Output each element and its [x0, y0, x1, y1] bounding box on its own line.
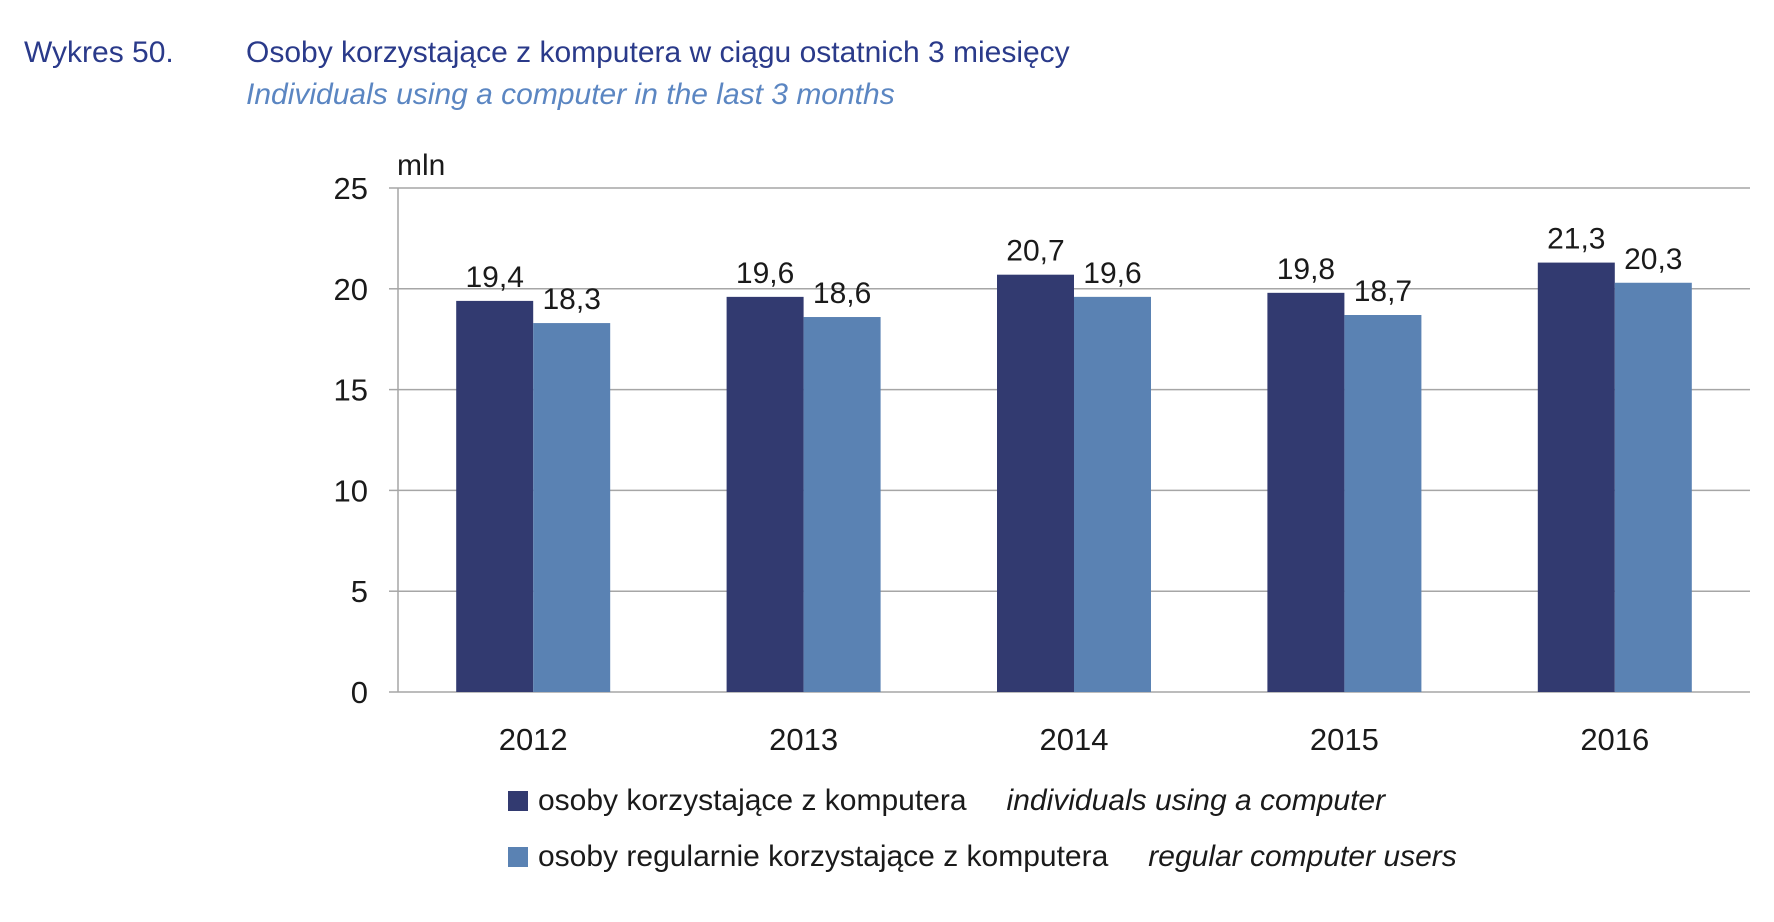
bar [456, 300, 534, 692]
y-unit-label: mln [397, 149, 445, 182]
bar [1074, 296, 1151, 692]
bar [1614, 282, 1692, 692]
legend-label-en: regular computer users [1148, 840, 1457, 873]
data-label: 18,3 [543, 283, 601, 316]
bar [997, 274, 1074, 692]
bar [1344, 315, 1422, 692]
x-tick-label: 2015 [1310, 722, 1379, 757]
y-tick-label: 10 [334, 473, 368, 508]
legend-item-computer-users: osoby korzystające z komputera individual… [508, 784, 1385, 818]
x-tick-label: 2012 [499, 722, 568, 757]
bar [1537, 262, 1615, 692]
data-label: 18,6 [813, 277, 871, 310]
figure-label: Wykres 50. [24, 36, 174, 69]
bar [803, 317, 881, 692]
legend-item-regular-users: osoby regularnie korzystające z komputer… [508, 840, 1457, 874]
bar [533, 323, 611, 692]
data-label: 18,7 [1354, 275, 1412, 308]
data-label: 20,7 [1006, 235, 1064, 268]
legend-label-en: individuals using a computer [1006, 784, 1386, 817]
y-tick-label: 5 [351, 574, 368, 609]
data-label: 20,3 [1624, 243, 1682, 276]
legend-swatch-light [508, 847, 528, 867]
y-tick-label: 20 [334, 272, 368, 307]
legend-swatch-dark [508, 791, 528, 811]
x-tick-label: 2016 [1580, 722, 1649, 757]
data-label: 19,6 [736, 257, 794, 290]
chart-subtitle: Individuals using a computer in the last… [246, 78, 895, 111]
data-label: 19,4 [466, 261, 524, 294]
chart-title: Osoby korzystające z komputera w ciągu o… [246, 36, 1070, 69]
bar [726, 296, 804, 692]
bar [1267, 292, 1345, 692]
data-label: 19,6 [1083, 257, 1141, 290]
legend-label-pl: osoby regularnie korzystające z komputer… [538, 840, 1109, 873]
legend-label-pl: osoby korzystające z komputera [538, 784, 967, 817]
x-tick-label: 2013 [769, 722, 838, 757]
x-tick-label: 2014 [1040, 722, 1109, 757]
y-tick-label: 15 [334, 373, 368, 408]
data-label: 21,3 [1547, 223, 1605, 256]
y-tick-label: 0 [351, 675, 368, 710]
y-tick-label: 25 [334, 171, 368, 206]
data-label: 19,8 [1277, 253, 1335, 286]
